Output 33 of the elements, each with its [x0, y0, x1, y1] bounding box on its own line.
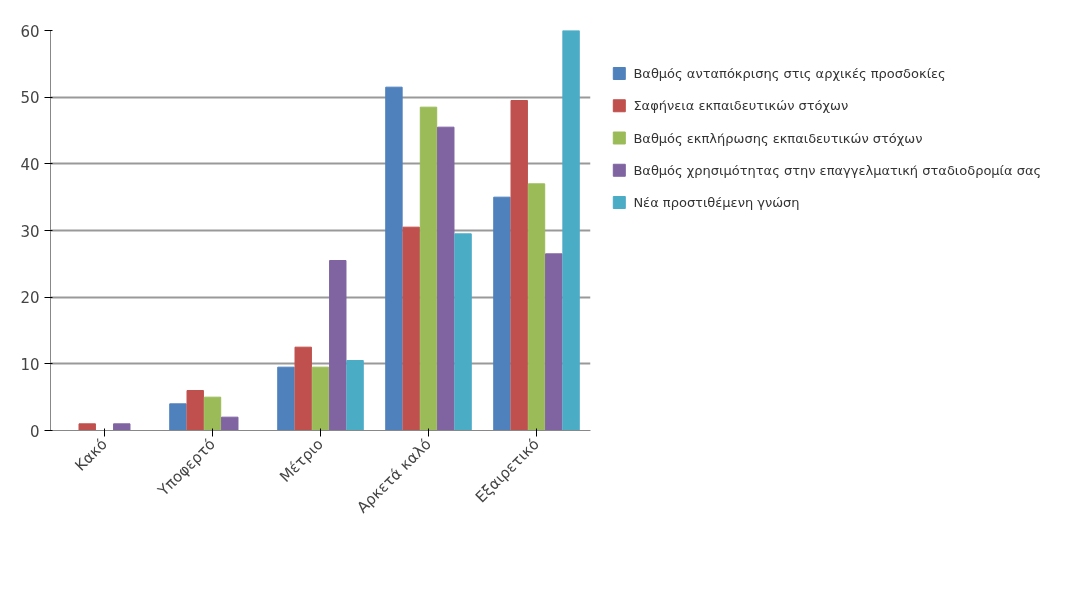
bar [510, 100, 528, 431]
bar [294, 346, 312, 431]
y-tick-label: 0 [29, 422, 40, 441]
y-tick-label: 50 [20, 89, 40, 108]
bar [545, 253, 563, 431]
bar [186, 390, 204, 431]
bar [454, 233, 472, 431]
bar [437, 126, 455, 431]
legend-label: Βαθμός ανταπόκρισης στις αρχικές προσδοκίες [633, 66, 946, 81]
y-tick-label: 60 [20, 22, 40, 41]
y-tick-label: 30 [20, 222, 40, 241]
bar [113, 423, 131, 431]
bar [527, 183, 546, 431]
bar [78, 423, 96, 431]
legend-label: Σαφήνεια εκπαιδευτικών στόχων [633, 98, 849, 114]
bar [493, 196, 511, 431]
y-tick-label: 40 [20, 155, 40, 174]
bar [277, 366, 295, 431]
bar [221, 416, 239, 431]
bar [169, 403, 187, 431]
bar [203, 396, 222, 431]
bar [329, 260, 347, 431]
bar [419, 106, 438, 431]
y-tick-label: 10 [20, 355, 40, 374]
legend-label: Βαθμός εκπλήρωσης εκπαιδευτικών στόχων [633, 130, 923, 146]
legend-label: Βαθμός χρησιμότητας στην επαγγελματική σταδιοδρομία σας [633, 162, 1042, 178]
bar [402, 226, 420, 431]
legend-label: Νέα προστιθέμενη γνώση [633, 195, 800, 210]
bar [346, 360, 364, 431]
bar [311, 366, 330, 431]
bar [562, 30, 580, 431]
bar [385, 86, 403, 431]
y-tick-label: 20 [20, 289, 40, 308]
